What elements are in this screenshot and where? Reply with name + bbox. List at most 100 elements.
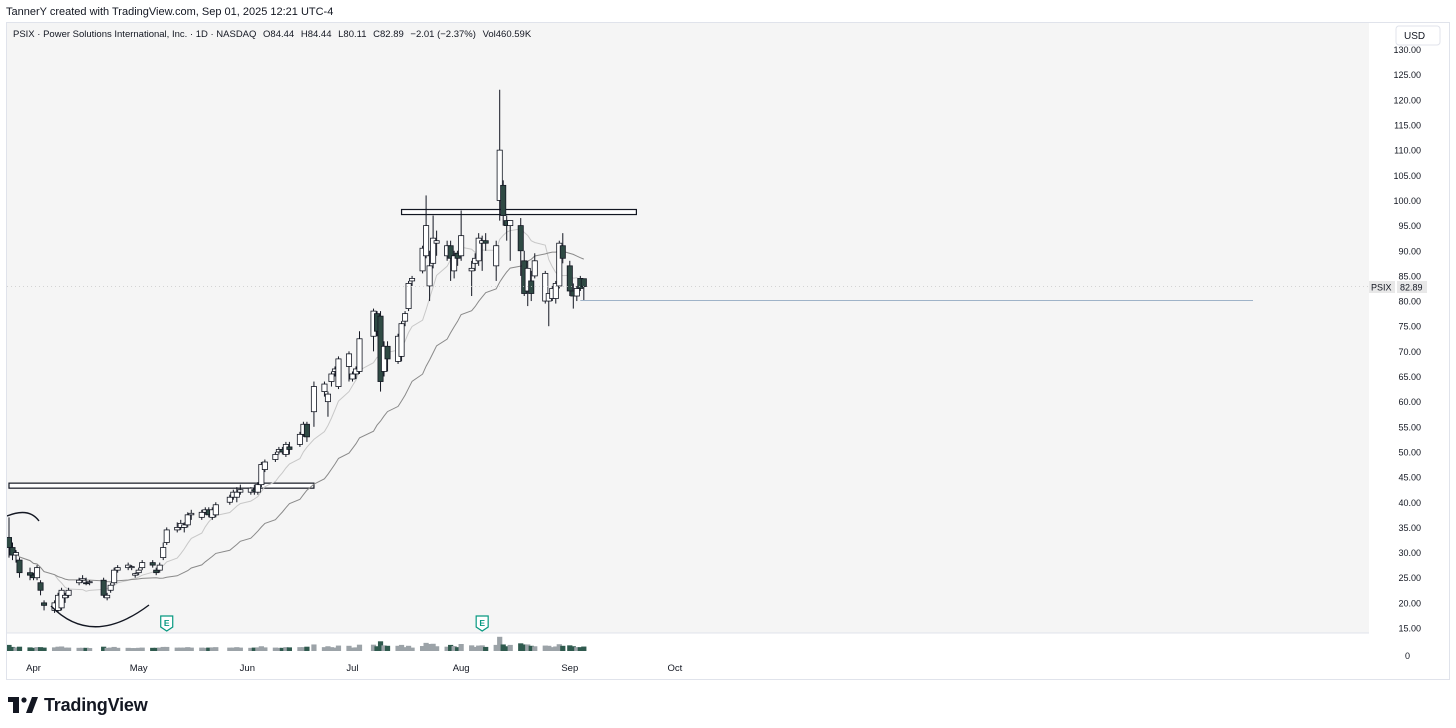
candle-up <box>458 235 465 257</box>
tradingview-logo[interactable]: TradingView <box>8 693 148 717</box>
volume-bar <box>55 646 61 651</box>
volume-bar <box>542 645 548 651</box>
x-tick-label: May <box>130 663 148 674</box>
volume-bar <box>139 647 145 651</box>
candle-down <box>27 572 34 576</box>
volume-bar <box>37 647 44 651</box>
candle-up <box>107 584 114 591</box>
volume-bar <box>9 646 16 651</box>
volume-bar <box>430 643 436 651</box>
candle-up <box>58 589 65 609</box>
candle-up <box>402 313 409 322</box>
candle-up <box>556 242 563 287</box>
volume-bar <box>476 645 482 651</box>
earnings-marker: E <box>160 615 174 632</box>
volume-bar <box>188 647 194 651</box>
drawn-arc-top <box>7 511 40 522</box>
x-tick-label: Apr <box>26 663 41 674</box>
y-tick-label: 15.00 <box>1398 624 1421 634</box>
candle-up <box>34 567 41 579</box>
chart-panel[interactable]: 15.00 20.00 25.00 30.00 35.00 40.00 45.00 50.00… <box>6 22 1450 680</box>
volume-area <box>7 633 1369 679</box>
candle-up <box>258 464 265 486</box>
volume-bar <box>300 647 307 651</box>
volume-bar <box>577 647 583 651</box>
volume-bar <box>518 643 524 651</box>
volume-bar <box>374 646 380 651</box>
earnings-marker-shape <box>160 615 174 632</box>
volume-bar <box>41 647 47 651</box>
volume-bar <box>325 646 331 651</box>
volume-bar <box>570 646 576 651</box>
candle-up <box>181 524 188 528</box>
volume-bar <box>185 647 191 651</box>
candle-down <box>566 265 573 292</box>
candle-up <box>356 338 363 372</box>
candle-up <box>139 562 146 569</box>
volume-bar <box>304 646 310 651</box>
currency-button[interactable]: USD <box>1395 25 1441 46</box>
volume-bar <box>402 647 408 651</box>
y-tick-label: 65.00 <box>1398 372 1421 382</box>
volume-bar <box>16 646 23 651</box>
volume-bar <box>30 647 37 651</box>
price-chart[interactable]: 15.00 20.00 25.00 30.00 35.00 40.00 45.00 50.00… <box>7 23 1449 679</box>
candle-up <box>426 265 433 287</box>
y-tick-label: 45.00 <box>1398 473 1421 483</box>
volume-bar <box>297 647 303 651</box>
plot-area[interactable] <box>7 23 1369 633</box>
volume-bar <box>549 647 555 651</box>
volume-bar <box>444 646 450 651</box>
legend-symbol: PSIX · Power Solutions International, In… <box>13 29 256 40</box>
volume-bar <box>504 646 510 651</box>
y-tick-label: 110.00 <box>1394 146 1421 156</box>
candle-up <box>104 594 111 599</box>
candle-up <box>405 283 412 309</box>
volume-bar <box>153 647 159 651</box>
candle-down <box>37 582 44 591</box>
volume-bar <box>227 647 233 651</box>
volume-bar <box>181 647 187 651</box>
candle-up <box>433 240 440 244</box>
volume-bar <box>65 647 72 651</box>
volume-bar <box>213 647 219 651</box>
volume-bar <box>377 641 384 651</box>
candle-up <box>349 373 356 380</box>
volume-bar <box>427 644 433 651</box>
candle-up <box>62 594 69 599</box>
volume-bar <box>381 645 387 651</box>
volume-bar <box>335 645 342 651</box>
candle-up <box>261 461 268 470</box>
candle-up <box>524 267 531 292</box>
candle-up <box>233 491 240 498</box>
volume-bar <box>104 647 110 651</box>
y-tick-label: 35.00 <box>1398 523 1421 533</box>
volume-bar <box>115 647 121 651</box>
candle-up <box>111 569 118 584</box>
y-tick-label: 115.00 <box>1394 121 1421 131</box>
volume-axis-zero: 0 <box>1405 651 1410 661</box>
volume-bar <box>80 647 86 651</box>
volume-bar <box>409 647 415 651</box>
drawn-arc-bottom <box>50 604 150 628</box>
y-tick-label: 100.00 <box>1393 196 1421 206</box>
volume-bar <box>262 647 268 651</box>
volume-bar <box>157 647 163 651</box>
y-tick-label: 30.00 <box>1398 548 1421 558</box>
volume-bar <box>423 642 429 651</box>
volume-bar <box>458 644 464 651</box>
y-tick-label: 85.00 <box>1398 271 1421 281</box>
candle-up <box>188 512 195 516</box>
volume-bar <box>398 644 405 651</box>
candle-up <box>198 511 205 518</box>
volume-bar <box>276 647 282 651</box>
y-tick-label: 75.00 <box>1398 322 1421 332</box>
volume-bar <box>87 648 93 651</box>
volume-bar <box>258 646 264 651</box>
candle-up <box>156 564 163 571</box>
candle-down <box>580 278 587 287</box>
volume-bar <box>150 647 156 651</box>
volume-bar <box>199 647 205 651</box>
legend-close: C82.89 <box>373 29 404 40</box>
candle-up <box>163 529 170 543</box>
